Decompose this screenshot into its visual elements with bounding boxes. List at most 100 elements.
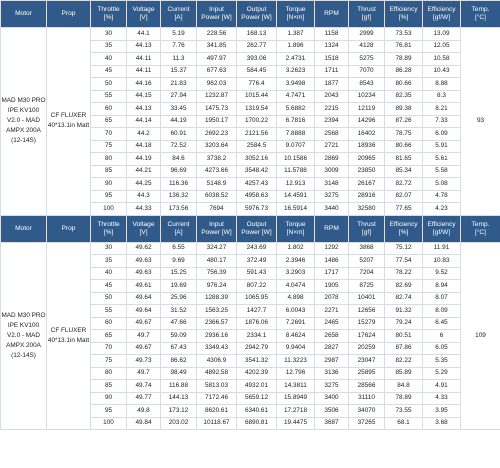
efficiency-pct-cell: 78.89 <box>384 391 423 405</box>
column-header-unit: [gf] <box>361 14 372 21</box>
output-power-cell: 243.69 <box>236 241 277 255</box>
efficiency-gfw-cell: 9.52 <box>422 266 461 280</box>
column-header-title: Torque <box>285 220 306 228</box>
efficiency-pct-cell: 78.22 <box>384 266 423 280</box>
output-power-cell: 6890.81 <box>236 416 277 430</box>
column-header-title: Temp. <box>471 220 490 228</box>
current-cell: 27.94 <box>160 89 197 103</box>
current-cell: 6.55 <box>160 241 197 255</box>
efficiency-gfw-cell: 6 <box>422 329 461 343</box>
current-cell: 19.69 <box>160 279 197 293</box>
output-power-cell: 1700.22 <box>236 114 277 128</box>
torque-cell: 6.7816 <box>276 114 315 128</box>
torque-cell: 17.2718 <box>276 404 315 418</box>
torque-cell: 3.2903 <box>276 266 315 280</box>
input-power-cell: 756.39 <box>196 266 237 280</box>
column-header-unit: [gf] <box>361 228 372 236</box>
efficiency-gfw-cell: 5.58 <box>422 164 461 178</box>
voltage-cell: 49.77 <box>126 391 161 405</box>
input-power-cell: 2692.23 <box>196 127 237 141</box>
voltage-cell: 49.7 <box>126 329 161 343</box>
torque-cell: 1.896 <box>276 39 315 53</box>
input-power-cell: 228.56 <box>196 27 237 41</box>
thrust-cell: 7204 <box>348 266 385 280</box>
output-power-cell: 4958.63 <box>236 189 277 203</box>
input-power-cell: 1475.73 <box>196 102 237 116</box>
output-power-cell: 3548.42 <box>236 164 277 178</box>
torque-cell: 11.5788 <box>276 164 315 178</box>
efficiency-pct-cell: 91.32 <box>384 304 423 318</box>
input-power-cell: 4892.58 <box>196 366 237 380</box>
torque-cell: 6.0043 <box>276 304 315 318</box>
column-header-title: Torque <box>285 6 306 13</box>
column-header-unit: [gf/W] <box>432 14 451 21</box>
throttle-cell: 55 <box>90 89 127 103</box>
current-cell: 33.45 <box>160 102 197 116</box>
voltage-cell: 49.8 <box>126 404 161 418</box>
column-header-unit: [gf/W] <box>432 228 451 236</box>
table-row: 90 49.77 144.13 7172.46 5659.12 15.8949 3400 31… <box>1 391 500 405</box>
torque-cell: 10.1586 <box>276 152 315 166</box>
torque-cell: 7.2691 <box>276 316 315 330</box>
rpm-cell: 3275 <box>314 379 349 393</box>
efficiency-pct-cell: 82.22 <box>384 354 423 368</box>
voltage-cell: 44.13 <box>126 39 161 53</box>
column-header-title: Output <box>246 6 267 13</box>
header-row: Motor Prop Throttle [%] Voltage [V] Current [A]… <box>0 214 500 243</box>
throttle-cell: 65 <box>90 114 127 128</box>
current-cell: 11.3 <box>160 52 197 66</box>
throttle-cell: 85 <box>90 379 127 393</box>
efficiency-gfw-cell: 10.83 <box>422 254 461 268</box>
table-row: 70 44.2 60.91 2692.23 2121.56 7.8888 2568 16402… <box>1 127 500 141</box>
rpm-cell: 2271 <box>314 304 349 318</box>
input-power-cell: 6038.52 <box>196 189 237 203</box>
efficiency-pct-cell: 78.75 <box>384 127 423 141</box>
output-power-cell: 591.43 <box>236 266 277 280</box>
efficiency-pct-cell: 80.51 <box>384 329 423 343</box>
column-header: Current [A] <box>160 0 197 28</box>
voltage-cell: 49.84 <box>126 416 161 430</box>
throttle-cell: 60 <box>90 102 127 116</box>
torque-cell: 9.9404 <box>276 341 315 355</box>
throttle-cell: 45 <box>90 279 127 293</box>
voltage-cell: 49.63 <box>126 266 161 280</box>
table-row: MAD M30 PRO IPE KV100 V2.0 - MAD AMPX 20… <box>0 27 500 216</box>
thrust-cell: 18936 <box>348 139 385 153</box>
efficiency-pct-cell: 73.53 <box>384 27 423 41</box>
column-header: Motor <box>0 214 47 243</box>
input-power-cell: 7694 <box>196 202 237 216</box>
output-power-cell: 2584.5 <box>236 139 277 153</box>
current-cell: 31.52 <box>160 304 197 318</box>
column-header: Efficiency [%] <box>384 0 423 28</box>
column-header-unit: [N×m] <box>286 228 305 236</box>
current-cell: 203.02 <box>160 416 197 430</box>
voltage-cell: 44.13 <box>126 102 161 116</box>
thrust-cell: 31110 <box>348 391 385 405</box>
output-power-cell: 4257.43 <box>236 177 277 191</box>
thrust-cell: 14296 <box>348 114 385 128</box>
efficiency-pct-cell: 85.89 <box>384 366 423 380</box>
torque-cell: 8.4624 <box>276 329 315 343</box>
efficiency-gfw-cell: 5.61 <box>422 152 461 166</box>
efficiency-pct-cell: 78.89 <box>384 52 423 66</box>
thrust-cell: 12656 <box>348 304 385 318</box>
column-header-title: Efficiency <box>427 6 456 13</box>
torque-cell: 4.7471 <box>276 89 315 103</box>
efficiency-pct-cell: 76.81 <box>384 39 423 53</box>
column-header-unit: Power [W] <box>241 14 272 21</box>
efficiency-gfw-cell: 5.91 <box>422 139 461 153</box>
column-header: Torque [N×m] <box>276 0 315 28</box>
rpm-cell: 1877 <box>314 77 349 91</box>
table-row: 85 49.74 116.88 5813.03 4932.01 14.3811 3275 28… <box>1 379 500 393</box>
throttle-cell: 70 <box>90 127 127 141</box>
column-header-title: Input <box>209 6 224 13</box>
rpm-cell: 1518 <box>314 52 349 66</box>
column-header-title: Current <box>167 220 190 228</box>
throttle-cell: 50 <box>90 77 127 91</box>
voltage-cell: 49.64 <box>126 291 161 305</box>
efficiency-pct-cell: 82.72 <box>384 177 423 191</box>
column-header: Throttle [%] <box>90 214 127 243</box>
current-cell: 7.76 <box>160 39 197 53</box>
throttle-cell: 45 <box>90 64 127 78</box>
column-header: RPM <box>314 214 349 243</box>
